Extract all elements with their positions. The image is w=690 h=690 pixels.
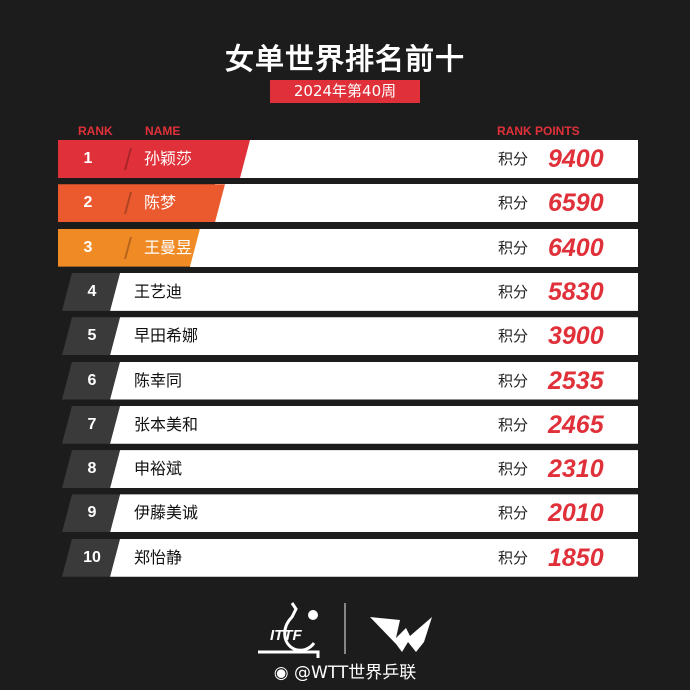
logo-graphic: ITTF — [258, 602, 432, 658]
player-name: 陈梦 — [144, 193, 177, 213]
points-value: 5830 — [548, 277, 604, 306]
player-name: 王曼昱 — [144, 237, 193, 257]
points-label: 积分 — [498, 194, 529, 213]
ranking-row: 8 申裕斌 积分 2310 — [58, 450, 638, 489]
points-value: 3900 — [548, 322, 604, 351]
points-label: 积分 — [498, 460, 529, 479]
player-name: 郑怡静 — [134, 547, 183, 567]
player-name: 早田希娜 — [134, 326, 199, 346]
rank-number: 5 — [87, 327, 97, 345]
header-rank: RANK — [78, 124, 113, 138]
points-label: 积分 — [498, 415, 529, 434]
rank-box — [62, 450, 120, 488]
points-label: 积分 — [498, 282, 529, 301]
rank-box — [62, 406, 120, 444]
rank-box — [62, 317, 120, 355]
rank-number: 1 — [83, 150, 93, 167]
ranking-row: 7 张本美和 积分 2465 — [58, 405, 638, 444]
week-badge: 2024年第40周 — [270, 80, 420, 103]
rank-number: 8 — [87, 460, 97, 478]
player-name: 王艺迪 — [134, 281, 183, 301]
rank-number: 9 — [87, 504, 97, 522]
ranking-row: 3 王曼昱 积分 6400 — [58, 228, 638, 267]
svg-text:ITTF: ITTF — [270, 627, 302, 644]
row-background — [110, 272, 638, 311]
points-value: 2310 — [548, 455, 604, 484]
points-value: 6400 — [548, 233, 604, 262]
row-background — [110, 450, 638, 489]
row-background — [110, 361, 638, 400]
player-name: 陈幸同 — [134, 370, 183, 390]
header-name: NAME — [145, 124, 181, 138]
points-label: 积分 — [498, 548, 529, 567]
header-points: RANK POINTS — [497, 124, 580, 138]
rank-highlight — [58, 229, 200, 267]
player-name: 申裕斌 — [134, 459, 183, 479]
row-background — [110, 317, 638, 356]
points-value: 6590 — [548, 189, 604, 218]
rank-highlight — [58, 140, 250, 178]
points-label: 积分 — [498, 327, 529, 346]
points-label: 积分 — [498, 150, 529, 168]
points-value: 9400 — [548, 145, 604, 173]
row-background — [110, 494, 638, 533]
player-name: 孙颖莎 — [144, 149, 193, 168]
ranking-row: 9 伊藤美诚 积分 2010 — [58, 494, 638, 533]
row-background — [110, 538, 638, 577]
rank-number: 6 — [87, 371, 97, 389]
row-background — [240, 140, 638, 178]
weibo-handle[interactable]: ◉ @WTT世界乒联 — [273, 663, 417, 683]
ranking-row: 10 郑怡静 积分 1850 — [58, 538, 638, 577]
rank-box — [62, 362, 120, 400]
weibo-icon: ◉ — [273, 663, 294, 683]
player-name: 张本美和 — [134, 414, 199, 434]
row-background — [190, 228, 638, 267]
points-value: 2465 — [548, 410, 604, 439]
wtt-logo — [370, 617, 432, 652]
points-value: 1850 — [548, 543, 604, 572]
ranking-row: 2 陈梦 积分 6590 — [58, 184, 638, 223]
points-label: 积分 — [498, 371, 529, 390]
points-value: 2535 — [548, 366, 604, 395]
rank-box — [62, 273, 120, 311]
points-label: 积分 — [498, 238, 529, 257]
rank-number: 4 — [87, 282, 97, 300]
ittf-logo: ITTF — [258, 602, 320, 658]
ranking-row: 6 陈幸同 积分 2535 — [58, 361, 638, 400]
rank-highlight — [58, 184, 225, 222]
rank-number: 3 — [83, 238, 93, 256]
points-label: 积分 — [498, 504, 529, 523]
rank-number: 10 — [83, 548, 101, 566]
row-background — [215, 184, 638, 223]
rank-box — [62, 494, 120, 532]
page-title: 女单世界排名前十 — [224, 42, 465, 76]
player-name: 伊藤美诚 — [134, 503, 199, 523]
ranking-row: 1 孙颖莎 积分 9400 — [58, 140, 638, 178]
ranking-row: 5 早田希娜 积分 3900 — [58, 317, 638, 356]
rank-number: 2 — [83, 194, 93, 212]
logos: ITTF — [0, 598, 690, 660]
ranking-row: 4 王艺迪 积分 5830 — [58, 272, 638, 311]
rank-number: 7 — [87, 415, 97, 433]
rank-box — [62, 539, 120, 577]
row-background — [110, 405, 638, 444]
points-value: 2010 — [548, 499, 604, 528]
